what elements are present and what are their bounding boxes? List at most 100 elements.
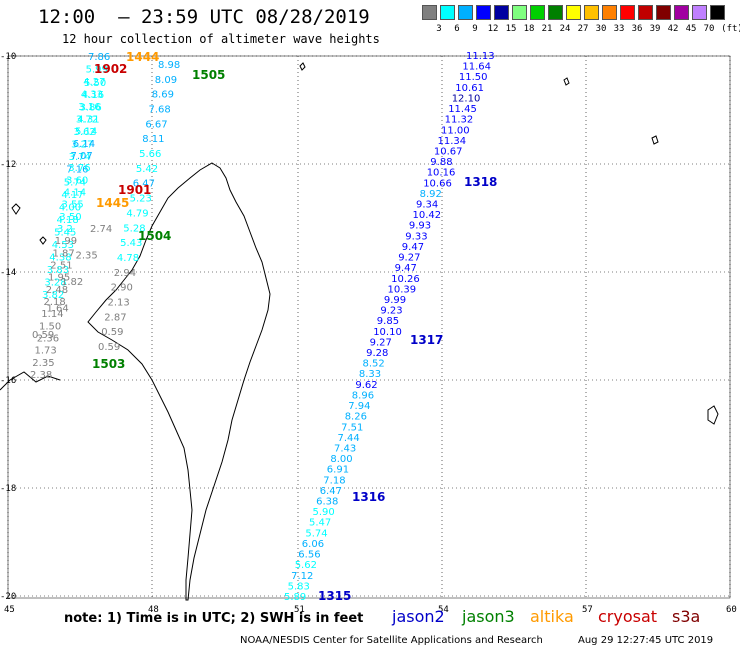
legend-label: 39 <box>649 24 661 34</box>
longitude-labels: 45 48 51 54 57 60 <box>4 605 737 615</box>
legend-swatch <box>494 5 509 20</box>
wave-height-value: 3.27 <box>71 140 93 151</box>
wave-height-value: 2.51 <box>50 261 72 272</box>
legend-swatch <box>656 5 671 20</box>
wave-height-value: 1.14 <box>41 309 63 320</box>
madagascar-coast <box>87 162 271 601</box>
wave-height-value: 1.64 <box>47 304 69 315</box>
wave-height-value: 9.88 <box>430 157 452 168</box>
longitude-label: 51 <box>294 605 305 615</box>
wave-height-value: 8.69 <box>152 90 174 101</box>
wave-height-value: 8.09 <box>155 75 177 86</box>
island-4 <box>563 77 570 86</box>
wave-height-value: 11.13 <box>466 51 495 62</box>
legend-swatch <box>476 5 491 20</box>
legend-swatch <box>422 5 437 20</box>
wave-height-value: 5.62 <box>295 560 317 571</box>
wave-height-value: 11.32 <box>445 115 474 126</box>
wave-height-value: 2.35 <box>32 358 54 369</box>
wave-height-value: 2.13 <box>108 298 130 309</box>
wave-height-value: 6.67 <box>145 119 167 130</box>
wave-height-value: 5.50 <box>84 78 106 89</box>
pass-label: 1318 <box>464 175 497 189</box>
wave-height-value: 2.18 <box>44 297 66 308</box>
africa-coast <box>0 371 61 391</box>
wave-height-value: 6.47 <box>320 486 342 497</box>
wave-height-value: 11.00 <box>441 125 470 136</box>
wave-height-value: 0.59 <box>98 342 120 353</box>
pass-label: 1444 <box>126 50 159 64</box>
wave-height-value: 4.78 <box>117 253 139 264</box>
latitude-label: -18 <box>0 484 16 494</box>
wave-height-value: 3.72 <box>76 115 98 126</box>
wave-height-value: 2.94 <box>114 268 136 279</box>
wave-height-value: 5.43 <box>120 238 142 249</box>
legend-label: 27 <box>577 24 589 34</box>
wave-height-value: 5.42 <box>136 164 158 175</box>
wave-height-value: 7.16 <box>66 165 88 176</box>
wave-height-value: 7.94 <box>348 401 370 412</box>
wave-height-value: 11.45 <box>448 104 477 115</box>
wave-height-value: 5.66 <box>139 149 161 160</box>
wave-height-value: 10.16 <box>427 168 456 179</box>
wave-height-value: 3.16 <box>78 102 100 113</box>
legend-swatch <box>710 5 725 20</box>
wave-height-value: 4.79 <box>126 208 148 219</box>
wave-height-value: 7.68 <box>149 105 171 116</box>
wave-height-value: 5.45 <box>54 227 76 238</box>
wave-height-value: 5.47 <box>309 518 331 529</box>
wave-height-value: 9.99 <box>384 295 406 306</box>
wave-height-value: 10.26 <box>391 274 420 285</box>
legend-swatch <box>620 5 635 20</box>
wave-height-value: 6.47 <box>133 179 155 190</box>
wave-height-value: 3.62 <box>74 127 96 138</box>
latitude-label: -10 <box>0 52 16 62</box>
wave-height-value: 4.18 <box>57 215 79 226</box>
wave-height-value: 10.42 <box>413 210 442 221</box>
island-2 <box>39 236 47 245</box>
legend-swatch <box>458 5 473 20</box>
map-grid <box>7 55 731 599</box>
latitude-label: -12 <box>0 160 16 170</box>
island-3 <box>299 62 306 71</box>
legend-swatch <box>530 5 545 20</box>
wave-height-value: 2.74 <box>90 224 112 235</box>
wave-height-value: 1.87 <box>53 248 75 259</box>
longitude-label: 45 <box>4 605 15 615</box>
wave-height-value: 4.17 <box>61 190 83 201</box>
wave-height-value: 2.48 <box>46 285 68 296</box>
wave-height-value: 7.86 <box>88 52 110 63</box>
wave-height-value: 0.59 <box>32 330 54 341</box>
wave-height-value: 5.89 <box>284 592 306 603</box>
pass-label: 1901 <box>118 183 151 197</box>
wave-height-value: 10.39 <box>388 284 417 295</box>
wave-height-value: 8.11 <box>142 134 164 145</box>
legend-label: 12 <box>487 24 499 34</box>
longitude-label: 54 <box>438 605 449 615</box>
wave-height-value: 10.61 <box>455 83 484 94</box>
wave-height-value: 3.74 <box>69 152 91 163</box>
satellite-name: s3a <box>672 607 701 626</box>
latitude-label: -16 <box>0 376 16 386</box>
wave-height-value: 1.99 <box>55 236 77 247</box>
pass-label: 1315 <box>318 589 351 603</box>
wave-height-value: 4.53 <box>52 240 74 251</box>
pass-label: 1317 <box>410 333 443 347</box>
legend-label: 45 <box>685 24 697 34</box>
wave-height-value: 6.14 <box>73 139 95 150</box>
wave-height-value: 4.16 <box>82 90 104 101</box>
wave-height-value: 11.34 <box>438 136 467 147</box>
wave-height-value: 1.50 <box>39 321 61 332</box>
wave-height-value: 2.87 <box>104 312 126 323</box>
wave-height-value: 9.93 <box>409 221 431 232</box>
legend-label: 42 <box>667 24 679 34</box>
wave-height-value: 0.59 <box>101 327 123 338</box>
latitude-labels: -10 -12 -14 -16 -18 -20 <box>0 52 16 602</box>
satellite-name: altika <box>530 607 574 626</box>
wave-height-value: 9.27 <box>370 337 392 348</box>
wave-height-value: 9.85 <box>377 316 399 327</box>
wave-height-value: 8.52 <box>363 359 385 370</box>
island-1 <box>11 203 21 215</box>
legend-label: 21 <box>541 24 553 34</box>
